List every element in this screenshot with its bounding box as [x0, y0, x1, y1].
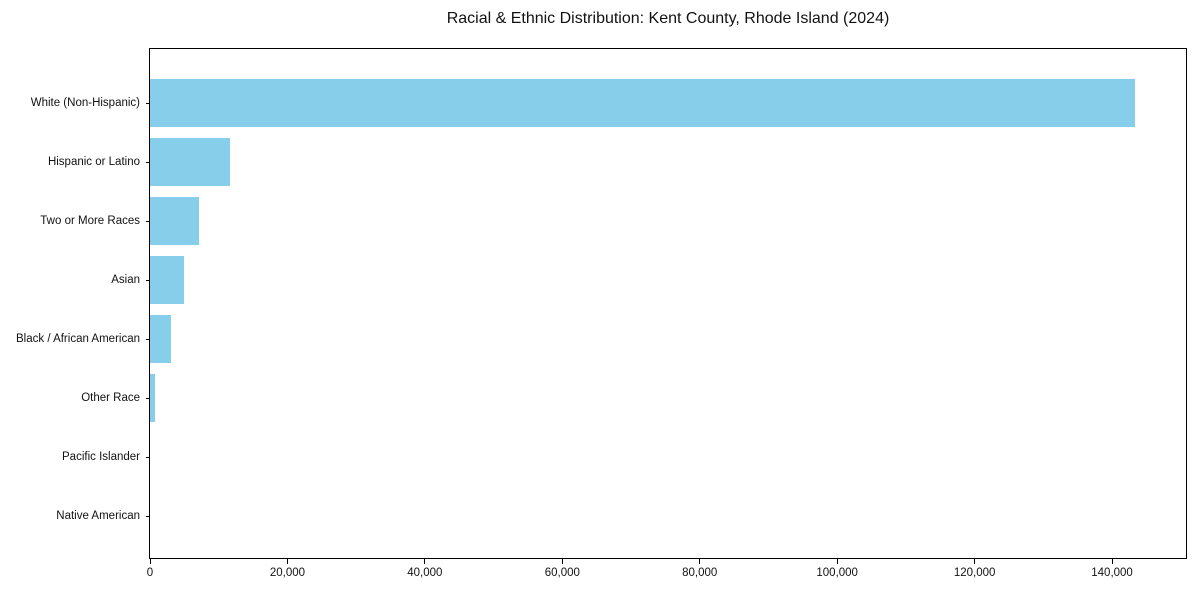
x-tick-label: 20,000 — [269, 567, 306, 579]
x-tick — [149, 559, 151, 564]
bar-row: Asian — [111, 250, 1186, 309]
x-tick-label: 120,000 — [953, 567, 996, 579]
bar-row: Pacific Islander — [62, 427, 1186, 486]
bar — [150, 196, 200, 245]
x-tick — [561, 559, 563, 564]
bar-row: White (Non-Hispanic) — [31, 73, 1186, 132]
x-tick — [974, 559, 976, 564]
bar-row: Hispanic or Latino — [48, 132, 1186, 191]
bar — [150, 314, 172, 363]
y-axis-label: White (Non-Hispanic) — [30, 96, 140, 109]
y-tick — [146, 397, 150, 399]
bar-row: Other Race — [81, 368, 1186, 427]
chart-title: Racial & Ethnic Distribution: Kent Count… — [446, 10, 890, 27]
bar — [150, 137, 230, 186]
y-tick — [146, 456, 150, 458]
x-tick-label: 60,000 — [544, 567, 580, 579]
x-tick — [836, 559, 838, 564]
x-tick-label: 140,000 — [1091, 567, 1133, 579]
bar — [150, 78, 1136, 127]
y-tick — [146, 279, 150, 281]
bar-row: Native American — [56, 486, 1186, 545]
y-axis-label: Other Race — [81, 391, 140, 404]
x-tick-label: 80,000 — [682, 567, 718, 579]
x-tick-label: 0 — [146, 567, 154, 579]
y-axis-label: Hispanic or Latino — [47, 155, 140, 168]
bar — [150, 255, 185, 304]
x-tick-label: 100,000 — [816, 567, 858, 579]
plot-area: White (Non-Hispanic) Hispanic or Latino Tw… — [16, 48, 1187, 559]
bar — [150, 373, 155, 422]
y-tick — [146, 515, 150, 517]
y-axis-label: Pacific Islander — [62, 450, 140, 463]
bar-row: Two or More Races — [40, 191, 1186, 250]
y-tick — [146, 220, 150, 222]
bar-row: Black / African American — [16, 309, 1186, 368]
y-tick — [146, 338, 150, 340]
x-tick — [1111, 559, 1113, 564]
y-tick — [146, 102, 150, 104]
x-tick — [699, 559, 701, 564]
y-axis-label: Two or More Races — [40, 214, 140, 227]
y-axis-label: Asian — [111, 273, 140, 286]
x-tick-label: 40,000 — [407, 567, 443, 579]
bar-rows: White (Non-Hispanic) Hispanic or Latino Tw… — [16, 49, 1186, 558]
y-axis-label: Native American — [56, 509, 140, 522]
x-tick — [424, 559, 426, 564]
y-tick — [146, 161, 150, 163]
x-tick — [286, 559, 288, 564]
y-axis-label: Black / African American — [16, 332, 140, 345]
